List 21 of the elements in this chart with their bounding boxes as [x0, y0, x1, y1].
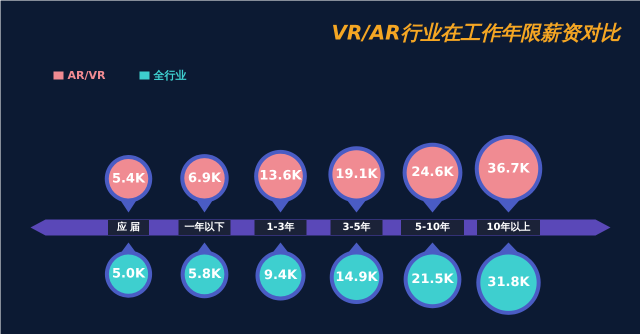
data-label: 31.8K [487, 275, 530, 290]
category-label: 应 届 [116, 221, 140, 233]
data-label: 5.8K [188, 266, 222, 282]
data-label: 13.6K [259, 168, 302, 184]
data-label: 5.0K [112, 266, 146, 282]
legend-label: 全行业 [152, 69, 186, 82]
data-label: 9.4K [264, 268, 298, 284]
legend-label: AR/VR [68, 69, 106, 82]
category-label: 1-3年 [266, 221, 295, 233]
text: VR/AR行业在工作年限薪资对比 [331, 20, 622, 44]
data-label: 14.9K [335, 270, 378, 285]
data-label: 5.4K [112, 171, 146, 186]
data-label: 6.9K [188, 170, 222, 186]
category-label: 3-5年 [342, 221, 371, 233]
data-label: 24.6K [411, 165, 454, 180]
category-label: 10年以上 [486, 221, 530, 233]
data-label: 36.7K [487, 161, 530, 176]
data-label: 19.1K [335, 166, 378, 182]
category-label: 一年以下 [184, 221, 224, 233]
data-label: 21.5K [411, 272, 454, 287]
category-label: 5-10年 [414, 221, 450, 233]
